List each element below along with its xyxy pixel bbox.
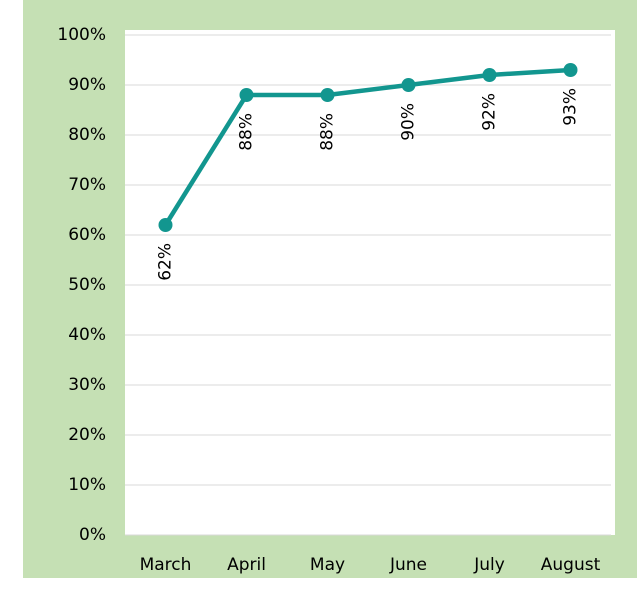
y-tick-label: 0%	[79, 525, 106, 545]
y-tick-label: 100%	[57, 25, 106, 45]
data-point	[320, 88, 335, 102]
y-tick-label: 70%	[68, 175, 106, 195]
data-label: 93%	[561, 88, 581, 126]
y-tick-label: 30%	[68, 375, 106, 395]
data-point	[239, 88, 254, 102]
data-label: 88%	[237, 113, 257, 151]
plot-area	[125, 30, 615, 535]
x-tick-label: April	[227, 555, 266, 575]
x-tick-label: June	[389, 555, 427, 575]
data-point	[482, 68, 497, 82]
data-point	[401, 78, 416, 92]
data-label: 92%	[480, 93, 500, 131]
data-label: 62%	[156, 243, 176, 281]
data-point	[158, 218, 173, 232]
x-tick-label: July	[473, 555, 505, 575]
y-tick-label: 90%	[68, 75, 106, 95]
y-tick-label: 60%	[68, 225, 106, 245]
x-tick-label: August	[541, 555, 601, 575]
y-tick-label: 80%	[68, 125, 106, 145]
y-tick-label: 50%	[68, 275, 106, 295]
series-line	[163, 67, 571, 227]
y-tick-label: 10%	[68, 475, 106, 495]
x-tick-label: May	[310, 555, 345, 575]
data-label: 88%	[318, 113, 338, 151]
x-tick-label: March	[140, 555, 192, 575]
y-tick-label: 40%	[68, 325, 106, 345]
y-tick-label: 20%	[68, 425, 106, 445]
data-label: 90%	[399, 103, 419, 141]
data-point	[563, 63, 578, 77]
